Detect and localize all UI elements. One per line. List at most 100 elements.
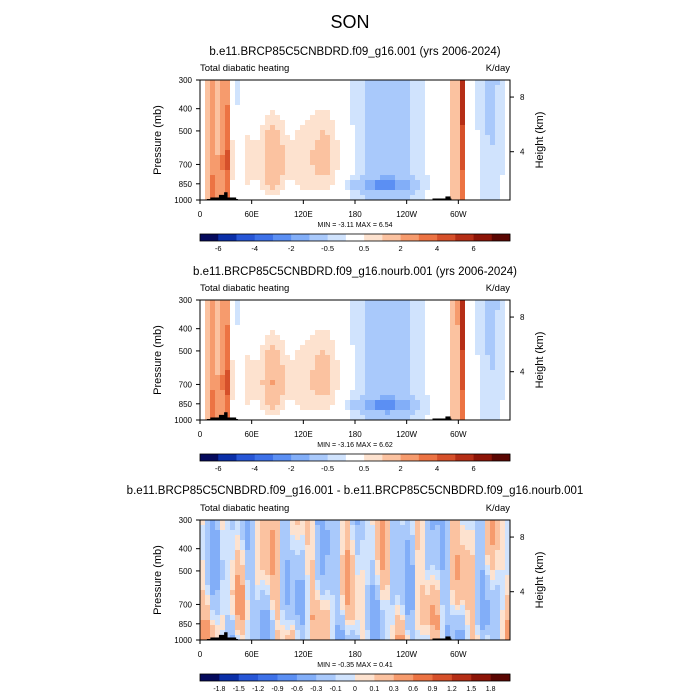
heatmap-cell xyxy=(460,605,466,611)
heatmap-cell xyxy=(325,385,331,391)
topography-block xyxy=(445,196,451,200)
heatmap-cell xyxy=(425,315,431,321)
heatmap-cell xyxy=(265,185,271,191)
heatmap-cell xyxy=(360,350,366,356)
heatmap-cell xyxy=(275,110,281,116)
heatmap-cell xyxy=(375,120,381,126)
heatmap-cell xyxy=(450,335,456,341)
heatmap-cell xyxy=(285,370,291,376)
heatmap-cell xyxy=(430,90,436,96)
heatmap-cell xyxy=(470,350,476,356)
heatmap-cell xyxy=(320,135,326,141)
heatmap-cell xyxy=(360,160,366,166)
heatmap-cell xyxy=(485,400,491,406)
heatmap-cell xyxy=(370,580,376,586)
heatmap-cell xyxy=(400,335,406,341)
heatmap-cell xyxy=(410,625,416,631)
heatmap-cell xyxy=(235,80,241,86)
heatmap-cell xyxy=(250,315,256,321)
heatmap-cell xyxy=(265,620,271,626)
heatmap-cell xyxy=(500,165,506,171)
heatmap-cell xyxy=(235,120,241,126)
heatmap-cell xyxy=(245,390,251,396)
heatmap-cell xyxy=(275,125,281,131)
heatmap-cell xyxy=(385,155,391,161)
heatmap-cell xyxy=(240,385,246,391)
heatmap-cell xyxy=(325,380,331,386)
heatmap-cell xyxy=(395,395,401,401)
heatmap-cell xyxy=(420,410,426,416)
heatmap-cell xyxy=(325,530,331,536)
colorbar-label: -6 xyxy=(215,244,222,253)
heatmap-cell xyxy=(205,610,211,616)
heatmap-cell xyxy=(350,325,356,331)
heatmap-cell xyxy=(220,165,226,171)
heatmap-cell xyxy=(235,345,241,351)
heatmap-cell xyxy=(435,370,441,376)
heatmap-cell xyxy=(445,335,451,341)
heatmap-cell xyxy=(445,95,451,101)
heatmap-cell xyxy=(225,365,231,371)
heatmap-cell xyxy=(245,565,251,571)
heatmap-cell xyxy=(475,570,481,576)
heatmap-cell xyxy=(435,355,441,361)
heatmap-cell xyxy=(460,585,466,591)
heatmap-cell xyxy=(460,310,466,316)
heatmap-cell xyxy=(430,335,436,341)
heatmap-cell xyxy=(230,85,236,91)
heatmap-cell xyxy=(290,315,296,321)
heatmap-cell xyxy=(330,375,336,381)
heatmap-cell xyxy=(300,375,306,381)
heatmap-cell xyxy=(350,600,356,606)
heatmap-cell xyxy=(335,110,341,116)
heatmap-cell xyxy=(225,335,231,341)
heatmap-cell xyxy=(270,110,276,116)
heatmap-cell xyxy=(220,525,226,531)
heatmap-cell xyxy=(485,375,491,381)
heatmap-cell xyxy=(360,80,366,86)
heatmap-cell xyxy=(260,90,266,96)
heatmap-cell xyxy=(235,315,241,321)
heatmap-cell xyxy=(260,550,266,556)
heatmap-cell xyxy=(325,565,331,571)
heatmap-cell xyxy=(455,310,461,316)
heatmap-cell xyxy=(310,175,316,181)
heatmap-cell xyxy=(400,535,406,541)
heatmap-cell xyxy=(460,195,466,201)
heatmap-cell xyxy=(390,635,396,641)
heatmap-cell xyxy=(400,320,406,326)
heatmap-cell xyxy=(430,350,436,356)
heatmap-cell xyxy=(495,115,501,121)
heatmap-cell xyxy=(415,300,421,306)
heatmap-cell xyxy=(425,375,431,381)
heatmap-cell xyxy=(210,595,216,601)
heatmap-cell xyxy=(500,400,506,406)
heatmap-cell xyxy=(225,135,231,141)
heatmap-cell xyxy=(470,390,476,396)
heatmap-cell xyxy=(275,115,281,121)
heatmap-cell xyxy=(260,385,266,391)
heatmap-cell xyxy=(490,350,496,356)
colorbar-box xyxy=(364,234,383,241)
heatmap-cell xyxy=(240,600,246,606)
heatmap-cell xyxy=(425,625,431,631)
heatmap-cell xyxy=(405,165,411,171)
right-axis-label: Height (km) xyxy=(534,552,546,609)
heatmap-cell xyxy=(245,620,251,626)
heatmap-cell xyxy=(400,610,406,616)
units-label: K/day xyxy=(486,63,511,74)
heatmap-cell xyxy=(490,195,496,201)
heatmap-cell xyxy=(475,115,481,121)
heatmap-cell xyxy=(220,300,226,306)
heatmap-cell xyxy=(410,370,416,376)
heatmap-cell xyxy=(405,625,411,631)
heatmap-cell xyxy=(430,615,436,621)
heatmap-cell xyxy=(280,620,286,626)
heatmap-cell xyxy=(215,335,221,341)
heatmap-cell xyxy=(350,365,356,371)
heatmap-cell xyxy=(205,355,211,361)
heatmap-cell xyxy=(490,140,496,146)
heatmap-cell xyxy=(290,635,296,641)
heatmap-cell xyxy=(500,550,506,556)
